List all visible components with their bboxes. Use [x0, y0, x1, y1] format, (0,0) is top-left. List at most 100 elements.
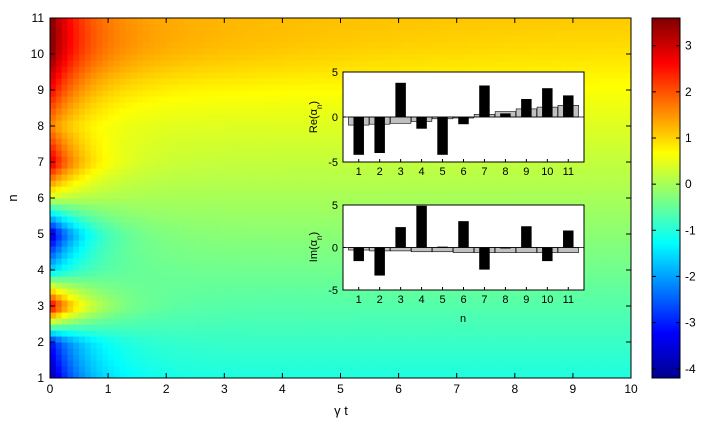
heatmap-cell	[108, 66, 115, 73]
heatmap-cell	[299, 96, 307, 103]
heatmap-cell	[90, 336, 98, 343]
heatmap-cell	[456, 174, 464, 181]
heatmap-cell	[50, 120, 57, 127]
heatmap-cell	[323, 54, 330, 61]
heatmap-cell	[276, 360, 283, 367]
heatmap-cell	[90, 150, 98, 157]
heatmap-cell	[288, 294, 295, 301]
heatmap-cell	[212, 330, 220, 337]
heatmap-cell	[166, 108, 173, 115]
heatmap-cell	[328, 192, 336, 199]
heatmap-cell	[352, 66, 359, 73]
heatmap-cell	[532, 318, 539, 325]
heatmap-cell	[154, 282, 161, 289]
heatmap-cell	[177, 306, 185, 313]
heatmap-cell	[142, 36, 150, 43]
heatmap-cell	[532, 354, 539, 361]
heatmap-cell	[253, 108, 260, 115]
heatmap-cell	[317, 246, 324, 253]
heatmap-cell	[84, 300, 92, 307]
heatmap-cell	[235, 60, 243, 67]
heatmap-cell	[102, 270, 109, 277]
heatmap-cell	[468, 162, 475, 169]
heatmap-cell	[462, 348, 469, 355]
heatmap-cell	[427, 192, 435, 199]
heatmap-cell	[450, 366, 458, 373]
heatmap-cell	[79, 84, 86, 91]
heatmap-cell	[125, 180, 132, 187]
heatmap-cell	[520, 306, 528, 313]
heatmap-cell	[508, 330, 516, 337]
heatmap-cell	[84, 336, 92, 343]
heatmap-cell	[67, 336, 74, 343]
heatmap-cell	[154, 210, 161, 217]
heatmap-cell	[427, 60, 435, 67]
heatmap-cell	[410, 354, 417, 361]
heatmap-cell	[189, 60, 196, 67]
heatmap-cell	[363, 294, 371, 301]
heatmap-cell	[311, 60, 318, 67]
heatmap-cell	[235, 108, 243, 115]
heatmap-cell	[503, 312, 510, 319]
heatmap-cell	[137, 60, 144, 67]
heatmap-cell	[439, 168, 446, 175]
heatmap-cell	[363, 366, 371, 373]
heatmap-cell	[172, 234, 179, 241]
heatmap-cell	[276, 168, 283, 175]
heatmap-cell	[311, 138, 318, 145]
heatmap-cell	[311, 174, 318, 181]
heatmap-cell	[346, 312, 353, 319]
heatmap-cell	[195, 60, 202, 67]
heatmap-cell	[125, 30, 132, 37]
heatmap-cell	[462, 312, 469, 319]
heatmap-cell	[137, 270, 144, 277]
heatmap-cell	[108, 108, 115, 115]
heatmap-cell	[305, 372, 313, 378]
heatmap-cell	[305, 90, 313, 97]
heatmap-cell	[433, 186, 440, 193]
heatmap-cell	[363, 324, 371, 331]
heatmap-cell	[259, 156, 266, 163]
heatmap-cell	[206, 42, 214, 49]
heatmap-cell	[323, 174, 330, 181]
heatmap-cell	[375, 336, 382, 343]
heatmap-cell	[67, 48, 74, 55]
heatmap-cell	[439, 330, 446, 337]
heatmap-cell	[288, 336, 295, 343]
heatmap-cell	[119, 84, 127, 91]
heatmap-cell	[311, 204, 318, 211]
heatmap-cell	[142, 138, 150, 145]
heatmap-cell	[323, 366, 330, 373]
heatmap-cell	[79, 72, 86, 79]
heatmap-cell	[526, 198, 533, 205]
heatmap-cell	[328, 150, 336, 157]
heatmap-cell	[108, 78, 115, 85]
heatmap-cell	[282, 318, 289, 325]
heatmap-cell	[125, 54, 132, 61]
heatmap-cell	[270, 78, 278, 85]
heatmap-cell	[235, 54, 243, 61]
heatmap-cell	[189, 84, 196, 91]
heatmap-cell	[456, 168, 464, 175]
heatmap-cell	[177, 168, 185, 175]
heatmap-cell	[468, 324, 475, 331]
heatmap-cell	[491, 174, 498, 181]
heatmap-cell	[230, 36, 237, 43]
heatmap-cell	[224, 324, 231, 331]
heatmap-cell	[73, 84, 80, 91]
heatmap-cell	[363, 186, 371, 193]
heatmap-cell	[514, 318, 522, 325]
heatmap-cell	[439, 198, 446, 205]
heatmap-cell	[154, 24, 161, 31]
heatmap-cell	[259, 330, 266, 337]
heatmap-cell	[386, 186, 394, 193]
heatmap-cell	[363, 180, 371, 187]
heatmap-cell	[142, 96, 150, 103]
heatmap-cell	[294, 42, 301, 49]
heatmap-cell	[90, 84, 98, 91]
heatmap-cell	[445, 312, 452, 319]
heatmap-cell	[433, 66, 440, 73]
heatmap-cell	[294, 228, 301, 235]
heatmap-cell	[183, 180, 191, 187]
